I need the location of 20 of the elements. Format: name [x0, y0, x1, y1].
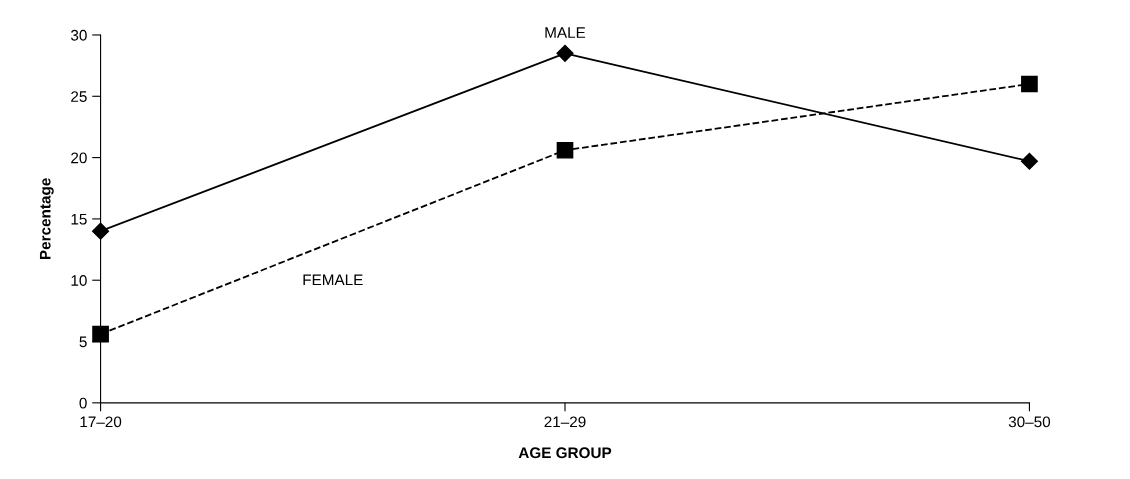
y-tick-label: 15: [71, 213, 87, 225]
point: [1020, 152, 1038, 170]
y-tick-label: 5: [79, 336, 87, 348]
y-tick-label: 30: [70, 29, 87, 41]
x-tick-label: 30–50: [1008, 416, 1051, 428]
y-tick-label: 10: [71, 275, 87, 286]
series-label: FEMALE: [303, 274, 363, 286]
x-axis-title: AGE GROUP: [518, 447, 612, 459]
y-axis-title: Percentage: [39, 178, 54, 260]
point: [92, 222, 110, 240]
x-tick-label: 17–20: [80, 416, 122, 428]
y-tick-label: 25: [71, 91, 87, 102]
series-label: MALE: [545, 27, 586, 38]
point: [1021, 75, 1038, 93]
point: [556, 141, 574, 159]
point: [556, 44, 574, 62]
x-tick-label: 21–29: [544, 416, 586, 428]
y-tick-label: 20: [71, 152, 87, 164]
y-tick-label: 0: [79, 397, 87, 409]
point: [92, 325, 109, 343]
